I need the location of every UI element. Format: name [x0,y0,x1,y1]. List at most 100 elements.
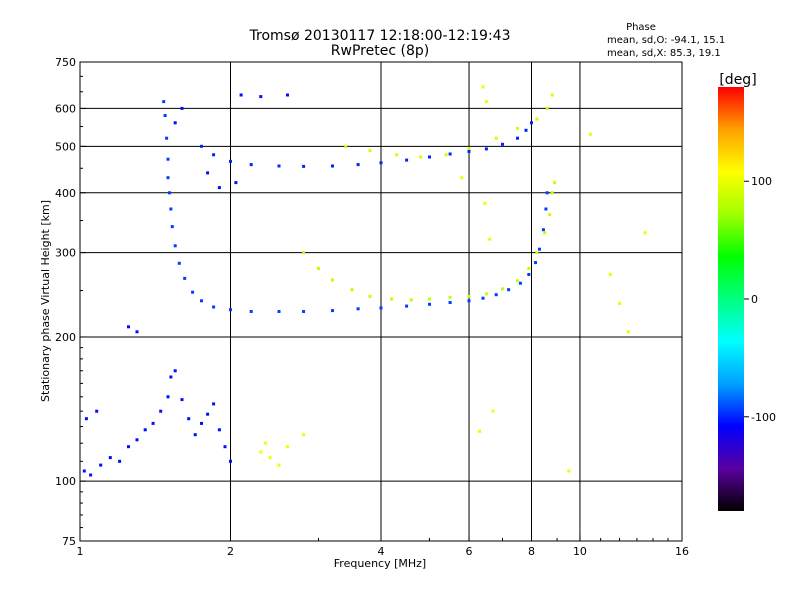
data-point [550,191,554,195]
data-point [249,163,253,167]
data-point [481,296,485,300]
data-point [302,310,306,313]
data-point [484,147,488,151]
data-point [545,191,549,195]
data-point [534,261,537,265]
y-tick-label: 750 [55,56,76,69]
data-point [206,171,210,175]
data-point [277,164,281,168]
data-point [212,153,216,157]
data-point [135,438,139,442]
data-point [550,93,554,97]
data-point [535,117,539,121]
data-point [390,297,394,301]
data-point [239,93,243,97]
colorbar-ticks: 100 0 -100 [744,175,776,424]
colorbar [718,87,744,511]
data-point [183,276,187,280]
data-point [405,158,409,162]
y-tick-label: 400 [55,187,76,200]
data-point [191,290,195,294]
data-point [428,302,431,306]
data-point [527,267,531,270]
data-point [481,85,485,89]
x-tick-label: 8 [528,545,535,558]
data-point [264,441,267,445]
data-point [331,164,334,168]
data-point [99,463,103,467]
x-tick-label: 4 [378,545,385,558]
data-point [143,428,147,432]
data-point [524,128,528,132]
data-point [626,330,630,334]
x-tick-label: 16 [675,545,689,558]
data-point [379,306,383,310]
data-point [467,294,471,298]
chart-title-line1: Tromsø 20130117 12:18:00-12:19:43 [249,28,511,44]
data-point [395,153,399,157]
y-tick-label: 500 [55,140,76,153]
data-point [286,93,289,97]
y-tick-label: 300 [55,247,76,260]
data-point [444,153,448,157]
y-tick-label: 200 [55,331,76,344]
data-point [200,144,203,148]
x-tick-label: 10 [573,545,587,558]
data-point [544,207,548,211]
data-point [127,325,130,329]
data-point [618,301,621,305]
data-point [419,155,423,159]
data-point [608,273,612,276]
data-point [249,310,253,313]
y-tick-label: 600 [55,102,76,115]
data-point [173,369,177,373]
data-point [108,456,112,460]
data-point [491,409,495,413]
data-point [317,267,320,270]
phase-stats-x: mean, sd,X: 85.3, 19.1 [607,48,721,59]
data-point [162,100,166,104]
data-point [277,310,281,313]
phase-stats-o: mean, sd,O: -94.1, 15.1 [607,35,725,46]
data-point [173,121,177,125]
data-point [543,231,547,235]
data-point [368,149,372,153]
data-point [484,100,488,104]
data-point [467,146,471,150]
data-point [643,231,647,235]
data-point [548,213,552,217]
data-point [212,305,216,309]
data-point [127,445,130,449]
data-point [567,469,571,473]
data-point [516,279,519,283]
data-point [488,237,492,241]
data-point [234,181,238,185]
data-point [173,244,177,248]
data-point [356,307,360,311]
data-point [448,295,452,299]
grid [80,62,682,541]
data-point [268,456,272,460]
data-point [368,294,372,298]
x-tick-label: 2 [227,545,234,558]
data-point [501,287,504,291]
data-point [553,181,557,185]
data-point [84,417,88,421]
data-point [170,225,174,229]
data-points [82,85,647,477]
y-tick-label: 100 [55,475,76,488]
data-point [331,309,334,313]
data-point [478,429,482,433]
data-point [350,288,354,292]
data-point [82,469,86,473]
data-point [379,161,383,165]
data-point [356,163,360,167]
data-point [118,459,122,463]
data-point [516,126,519,130]
data-point [483,201,487,205]
data-point [507,288,511,292]
data-point [286,445,289,449]
data-point [527,273,531,276]
data-point [428,155,431,159]
